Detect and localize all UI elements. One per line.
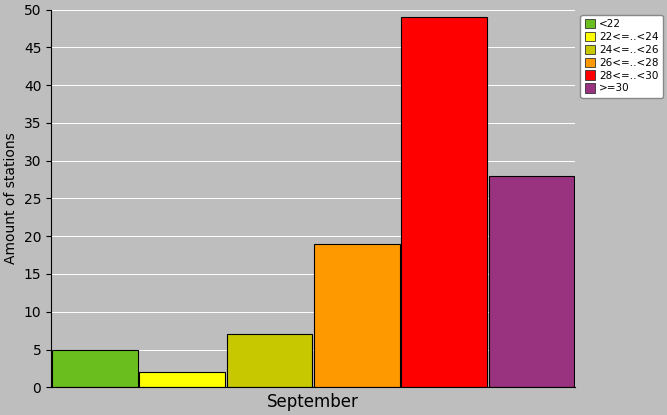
Legend: <22, 22<=..<24, 24<=..<26, 26<=..<28, 28<=..<30, >=30: <22, 22<=..<24, 24<=..<26, 26<=..<28, 28… <box>580 15 663 98</box>
Bar <box>139 372 225 387</box>
Bar <box>402 17 487 387</box>
Bar <box>227 334 312 387</box>
Bar <box>489 176 574 387</box>
Bar <box>52 349 137 387</box>
Y-axis label: Amount of stations: Amount of stations <box>4 133 18 264</box>
X-axis label: September: September <box>267 393 359 411</box>
Bar <box>314 244 400 387</box>
